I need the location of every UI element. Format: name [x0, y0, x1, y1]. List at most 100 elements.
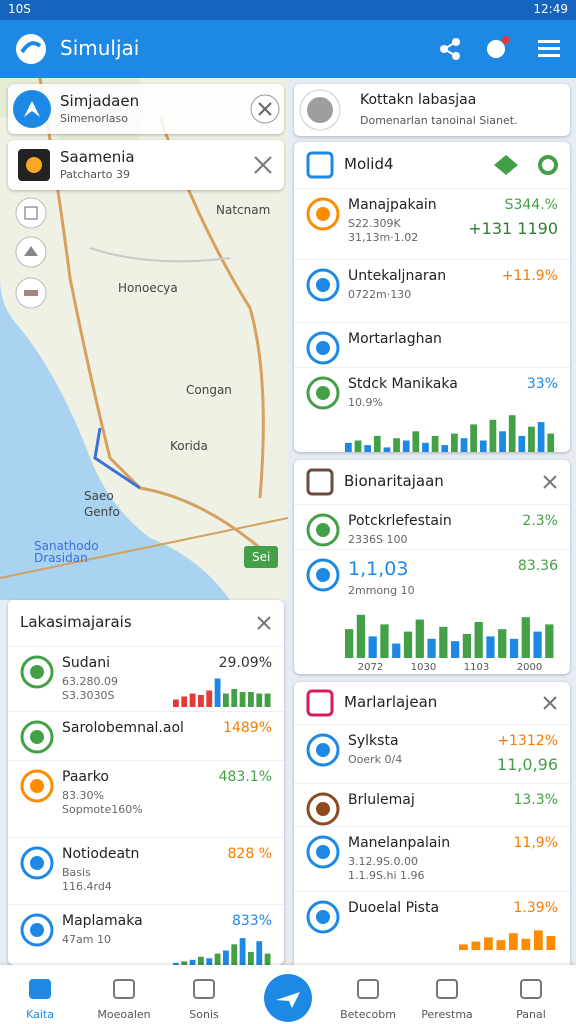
map-tools[interactable] — [14, 196, 48, 316]
item-name: Sudani — [62, 655, 110, 671]
place-subtitle: Patcharto 39 — [60, 168, 131, 181]
list-row[interactable]: Manelanpalain 3.12.9S.0.00 1.1.9S.hi 1.96 1… — [294, 826, 570, 891]
item-value: 83.36 — [517, 558, 558, 574]
item-name: Stdck Manikaka — [348, 376, 458, 392]
nav-icon[interactable] — [433, 976, 461, 1002]
list-row[interactable]: Manajpakain S22.309K 31,13m·1.02 S344.% +131… — [294, 188, 570, 259]
card-title: Lakasimajarais — [20, 613, 132, 631]
list-row[interactable]: Maplamaka 47am 10 833% — [8, 904, 284, 965]
item-name: Mortarlaghan — [348, 331, 442, 347]
nav-icon[interactable] — [190, 976, 218, 1002]
item-detail: 3.12.9S.0.00 — [348, 855, 418, 868]
close-button[interactable] — [492, 470, 562, 494]
card-icon — [306, 689, 334, 717]
map-badge[interactable]: Sei — [244, 546, 279, 568]
spark-bar — [248, 952, 254, 965]
spark-bar — [431, 435, 439, 452]
nav-icon[interactable] — [26, 976, 54, 1002]
spark-bar — [471, 941, 481, 950]
nav-label[interactable]: Perestma — [421, 1008, 473, 1021]
app-actions[interactable] — [436, 34, 566, 64]
item-name: Brlulemaj — [348, 792, 415, 808]
list-row[interactable]: Sylksta Ooerk 0/4 +1312% 11,0,96 — [294, 724, 570, 783]
close-button[interactable] — [252, 154, 274, 176]
fab[interactable] — [262, 972, 314, 1024]
list-row[interactable]: Sudani 63.280.09 S3.3030S 29.09% — [8, 646, 284, 711]
list-row[interactable]: Notiodeatn Basis 116.4rd4 828 % — [8, 837, 284, 904]
spark-bar — [373, 435, 381, 452]
item-value: S344.% — [504, 197, 558, 213]
nav-icon[interactable] — [517, 976, 545, 1002]
item-name: Maplamaka — [62, 913, 143, 929]
place-card[interactable]: Saamenia Patcharto 39 — [8, 140, 284, 190]
nav-label[interactable]: Kaita — [26, 1008, 54, 1021]
nav-label[interactable]: Sonis — [189, 1008, 219, 1021]
item-name: Paarko — [62, 769, 109, 785]
spark-bar — [441, 445, 449, 452]
spark-bar — [231, 689, 238, 707]
info-card[interactable]: Kottakn labasjaa Domenarlan tanoinal Sia… — [294, 84, 570, 136]
spark-bar — [173, 962, 179, 965]
nav-glyph — [436, 979, 458, 999]
close-button[interactable] — [206, 611, 276, 635]
list-row[interactable]: Untekaljnaran 0722m·130 +11.9% — [294, 259, 570, 322]
spark-bar — [239, 938, 246, 965]
list-row[interactable]: Duoelal Pista 1.39% — [294, 891, 570, 954]
item-icon — [306, 268, 340, 302]
card-icon-box — [306, 468, 334, 496]
map-search[interactable]: Simjadaen Simenorlaso — [8, 84, 284, 134]
nav-icon[interactable] — [354, 976, 382, 1002]
card-marl: Marlarlajean Sylksta Ooerk 0/4 +1312% 11,0,9… — [294, 682, 570, 982]
icon-dot — [30, 923, 44, 937]
spark-bar — [484, 937, 493, 950]
card-title: Molid4 — [344, 155, 394, 173]
spark-bar — [422, 442, 429, 452]
spark-bar — [534, 930, 543, 950]
list-row[interactable]: Stdck Manikaka 10.9% 33% — [294, 367, 570, 452]
spark-bar — [189, 693, 196, 707]
info-title: Kottakn labasjaa — [360, 92, 477, 108]
spark-bar — [206, 690, 213, 707]
item-detail: 83.30% — [62, 789, 104, 802]
spark-bar — [546, 936, 556, 950]
item-value: 13.3% — [513, 792, 558, 808]
nav-label[interactable]: Betecobm — [340, 1008, 396, 1021]
spark-bar — [518, 435, 526, 452]
item-name: 1,1,03 — [348, 558, 409, 580]
spark-bar — [345, 442, 352, 452]
close-button[interactable] — [250, 94, 280, 124]
item-value: 1.39% — [513, 900, 558, 916]
spark-bar — [231, 944, 238, 965]
item-name: Duoelal Pista — [348, 900, 440, 916]
list-row[interactable]: Paarko 83.30% Sopmote160% 483.1% — [8, 760, 284, 837]
spark-bar — [189, 959, 196, 965]
list-row[interactable]: Potckrlefestain 2336S 100 2.3% — [294, 504, 570, 549]
spark-bar — [354, 440, 362, 452]
item-detail: S3.3030S — [62, 689, 115, 702]
card-body: Sudani 63.280.09 S3.3030S 29.09% Sarolobemna… — [8, 646, 284, 965]
list-row[interactable]: Mortarlaghan — [294, 322, 570, 367]
spark-bar — [479, 440, 487, 452]
spark-bar — [181, 696, 188, 707]
status-bar: 10S 12:49 — [0, 0, 576, 20]
close-x — [543, 475, 557, 489]
card-icon-box — [306, 689, 334, 717]
item-icon — [20, 846, 54, 880]
icon-dot — [30, 856, 44, 870]
nav-label[interactable]: Moeoalen — [97, 1008, 151, 1021]
list-row[interactable]: Brlulemaj 13.3% — [294, 783, 570, 826]
item-name: Manelanpalain — [348, 835, 451, 851]
nav-icon[interactable] — [110, 976, 138, 1002]
place-icon — [18, 149, 50, 181]
map-label: Congan — [186, 383, 232, 397]
card-actions[interactable] — [492, 153, 562, 177]
list-row[interactable]: 1,1,03 2mmong 10 83.36 2072 1030 1103 2000 — [294, 549, 570, 674]
item-value: 828 % — [227, 846, 272, 862]
close-button[interactable] — [492, 691, 562, 715]
spark-bar — [383, 447, 391, 452]
nav-label[interactable]: Panal — [516, 1008, 546, 1021]
item-detail: Sopmote160% — [62, 803, 143, 816]
list-row[interactable]: Sarolobemnal.aol 1489% — [8, 711, 284, 760]
map-label: Natcnam — [216, 203, 271, 217]
spark-bar — [537, 422, 545, 452]
